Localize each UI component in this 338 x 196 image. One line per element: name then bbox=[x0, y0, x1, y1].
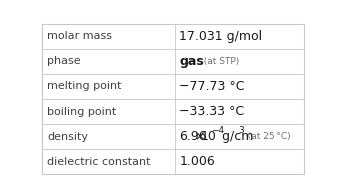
Text: (at 25 °C): (at 25 °C) bbox=[242, 132, 291, 141]
Text: phase: phase bbox=[47, 56, 80, 66]
Text: ×: × bbox=[194, 130, 205, 143]
Text: 17.031 g/mol: 17.031 g/mol bbox=[179, 30, 262, 43]
Text: 10: 10 bbox=[201, 130, 217, 143]
Text: 1.006: 1.006 bbox=[179, 155, 215, 168]
Text: (at STP): (at STP) bbox=[198, 57, 239, 66]
Text: −33.33 °C: −33.33 °C bbox=[179, 105, 244, 118]
Text: 6.96: 6.96 bbox=[179, 130, 207, 143]
Text: molar mass: molar mass bbox=[47, 31, 112, 41]
Text: density: density bbox=[47, 132, 88, 142]
Text: 3: 3 bbox=[238, 126, 244, 135]
Text: −4: −4 bbox=[211, 126, 224, 135]
Text: −77.73 °C: −77.73 °C bbox=[179, 80, 245, 93]
Text: g/cm: g/cm bbox=[218, 130, 254, 143]
Text: melting point: melting point bbox=[47, 81, 121, 91]
Text: gas: gas bbox=[179, 55, 204, 68]
Text: dielectric constant: dielectric constant bbox=[47, 157, 150, 167]
Text: boiling point: boiling point bbox=[47, 107, 116, 117]
